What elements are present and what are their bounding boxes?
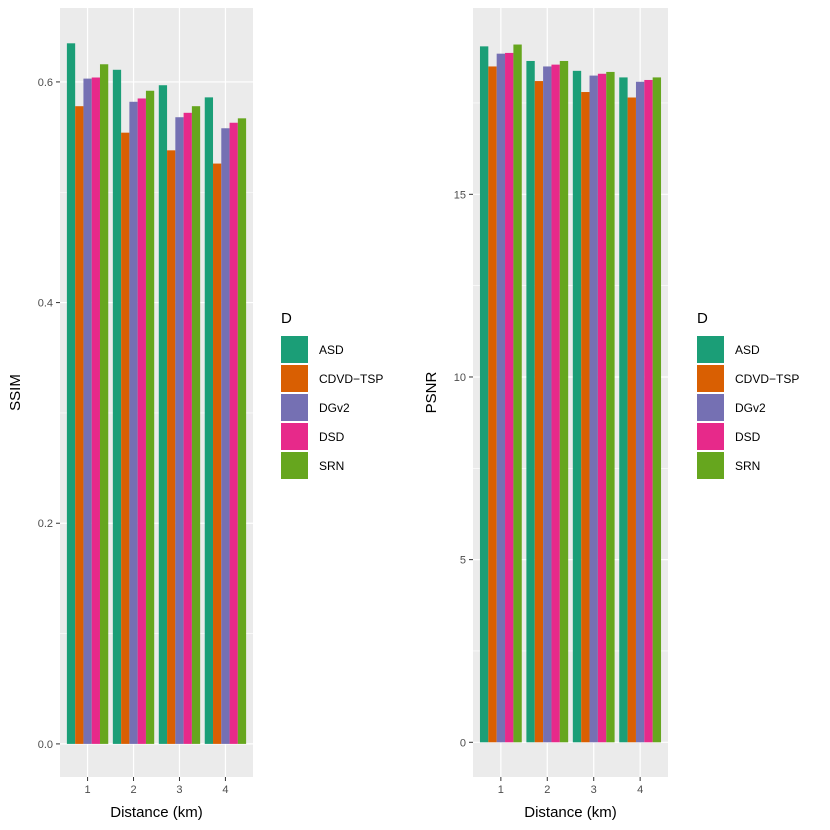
legend: D ASD CDVD−TSP DGv2 DSD SRN <box>281 310 383 479</box>
bar-asd-1 <box>479 46 489 743</box>
x-tick-label: 3 <box>176 784 182 796</box>
bar-cdvd-tsp-2 <box>534 81 544 743</box>
bar-cdvd-tsp-1 <box>488 66 497 743</box>
bar-asd-4 <box>204 97 214 744</box>
bar-cdvd-tsp-4 <box>213 163 222 744</box>
legend-label: ASD <box>319 343 344 357</box>
y-tick-label: 0.4 <box>38 298 53 310</box>
y-tick-label: 10 <box>454 372 466 384</box>
legend-label: ASD <box>735 343 760 357</box>
bar-dsd-4 <box>644 79 653 743</box>
bar-asd-1 <box>66 43 76 744</box>
bar-cdvd-tsp-2 <box>121 132 130 744</box>
bar-srn-2 <box>145 90 155 744</box>
bar-srn-2 <box>559 60 569 743</box>
bar-cdvd-tsp-3 <box>167 150 176 744</box>
legend-title: D <box>281 310 292 327</box>
bar-srn-3 <box>606 71 615 743</box>
y-tick-label: 5 <box>460 555 466 567</box>
legend-key-dsd <box>281 423 308 450</box>
legend-key-asd <box>281 336 308 363</box>
legend-label: CDVD−TSP <box>735 372 799 386</box>
bar-asd-3 <box>158 85 168 744</box>
bar-asd-2 <box>112 69 122 744</box>
x-axis-title: Distance (km) <box>524 804 617 821</box>
legend-key-srn <box>697 452 724 479</box>
bar-srn-3 <box>191 106 201 744</box>
x-tick-label: 2 <box>544 784 550 796</box>
legend-label: SRN <box>319 459 344 473</box>
y-tick-label: 0.0 <box>38 739 53 751</box>
bar-cdvd-tsp-1 <box>75 106 84 744</box>
legend-label: DGv2 <box>319 401 350 415</box>
bar-dsd-4 <box>229 122 238 744</box>
legend-label: CDVD−TSP <box>319 372 383 386</box>
y-tick-label: 0 <box>460 737 466 749</box>
bar-dsd-3 <box>597 73 607 743</box>
bar-asd-3 <box>572 70 582 743</box>
x-axis-title: Distance (km) <box>110 804 203 821</box>
bar-dgv2-4 <box>221 128 230 744</box>
legend-label: SRN <box>735 459 760 473</box>
bar-dgv2-1 <box>496 53 506 743</box>
legend-label: DGv2 <box>735 401 766 415</box>
y-axis-title: SSIM <box>7 374 24 411</box>
bar-dgv2-2 <box>543 66 552 743</box>
legend-title: D <box>697 310 708 327</box>
x-tick-label: 1 <box>85 784 91 796</box>
bar-dgv2-2 <box>129 101 138 744</box>
legend: D ASD CDVD−TSP DGv2 DSD SRN <box>697 310 799 479</box>
bar-dsd-3 <box>183 112 192 744</box>
bar-dgv2-3 <box>589 75 598 743</box>
bar-dsd-1 <box>91 77 100 744</box>
y-tick-label: 0.6 <box>38 77 53 89</box>
bar-srn-4 <box>652 77 662 743</box>
x-tick-label: 3 <box>591 784 597 796</box>
legend-key-dgv2 <box>697 394 724 421</box>
bar-cdvd-tsp-4 <box>627 97 636 743</box>
legend-key-cdvd-tsp <box>697 365 724 392</box>
bar-srn-4 <box>237 118 247 744</box>
y-tick-label: 15 <box>454 189 466 201</box>
x-tick-label: 4 <box>222 784 228 796</box>
y-tick-label: 0.2 <box>38 518 53 530</box>
bar-dgv2-4 <box>635 81 645 743</box>
bar-srn-1 <box>99 64 109 744</box>
legend-label: DSD <box>735 430 761 444</box>
x-tick-label: 4 <box>637 784 643 796</box>
x-tick-label: 2 <box>130 784 136 796</box>
bar-dgv2-3 <box>175 117 184 744</box>
chart-panel-1: 0.0 0.2 0.4 0.6 1 2 3 4 Distance (km) SSIM D ASD CDV… <box>7 8 383 821</box>
bar-srn-1 <box>513 44 522 743</box>
legend-key-cdvd-tsp <box>281 365 308 392</box>
bar-asd-2 <box>526 60 535 743</box>
bar-dsd-2 <box>551 64 560 743</box>
bar-dsd-1 <box>505 52 514 743</box>
bar-asd-4 <box>619 77 628 743</box>
bar-dgv2-1 <box>83 78 92 744</box>
bar-dsd-2 <box>137 98 146 744</box>
legend-key-dgv2 <box>281 394 308 421</box>
legend-key-asd <box>697 336 724 363</box>
legend-label: DSD <box>319 430 345 444</box>
y-axis-title: PSNR <box>423 372 440 414</box>
x-tick-label: 1 <box>498 784 504 796</box>
legend-key-srn <box>281 452 308 479</box>
bar-cdvd-tsp-3 <box>581 92 590 743</box>
legend-key-dsd <box>697 423 724 450</box>
